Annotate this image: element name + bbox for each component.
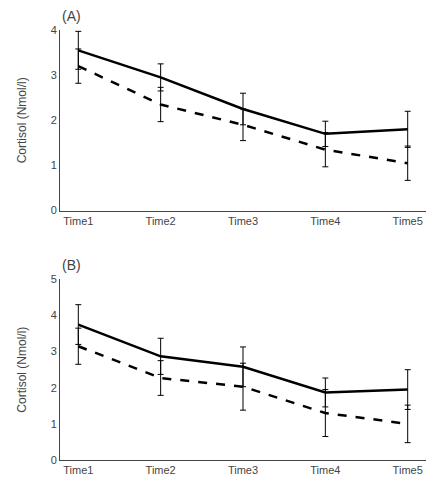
svg-text:Time2: Time2 bbox=[146, 464, 176, 476]
svg-text:1: 1 bbox=[51, 418, 57, 430]
svg-text:4: 4 bbox=[51, 309, 57, 321]
svg-text:0: 0 bbox=[51, 204, 57, 216]
svg-text:Time1: Time1 bbox=[63, 464, 93, 476]
svg-text:Time5: Time5 bbox=[393, 215, 423, 227]
svg-text:5: 5 bbox=[51, 273, 57, 285]
svg-text:0: 0 bbox=[51, 454, 57, 466]
svg-text:3: 3 bbox=[51, 345, 57, 357]
svg-text:2: 2 bbox=[51, 382, 57, 394]
svg-text:(B): (B) bbox=[62, 257, 81, 273]
svg-text:Time5: Time5 bbox=[393, 464, 423, 476]
svg-text:Time1: Time1 bbox=[63, 215, 93, 227]
svg-text:Cortisol (Nmol/l): Cortisol (Nmol/l) bbox=[15, 327, 29, 413]
svg-text:4: 4 bbox=[51, 24, 57, 36]
svg-text:Time3: Time3 bbox=[228, 215, 258, 227]
svg-text:Time2: Time2 bbox=[146, 215, 176, 227]
svg-text:Cortisol (Nmol/l): Cortisol (Nmol/l) bbox=[15, 77, 29, 163]
svg-text:Time3: Time3 bbox=[228, 464, 258, 476]
svg-text:Time4: Time4 bbox=[310, 464, 340, 476]
svg-text:2: 2 bbox=[51, 114, 57, 126]
svg-text:1: 1 bbox=[51, 159, 57, 171]
svg-text:3: 3 bbox=[51, 69, 57, 81]
svg-text:Time4: Time4 bbox=[310, 215, 340, 227]
svg-text:(A): (A) bbox=[62, 8, 81, 24]
